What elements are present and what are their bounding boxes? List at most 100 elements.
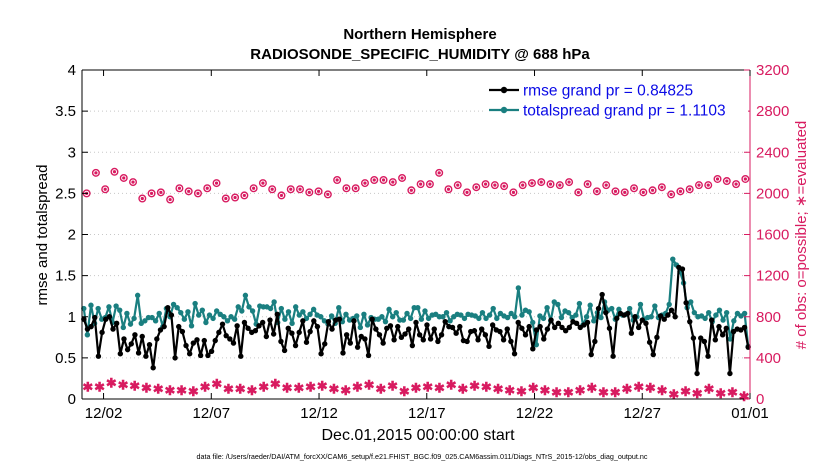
obs-possible-marker [360, 179, 369, 188]
obs-possible-marker-core [372, 178, 376, 182]
series-point [409, 342, 416, 349]
series-point [731, 318, 737, 324]
obs-possible-marker-core [595, 189, 599, 193]
series-point [196, 312, 202, 318]
obs-possible-marker [249, 184, 258, 193]
obs-evaluated-marker: ✱ [176, 383, 187, 398]
obs-possible-marker [203, 184, 212, 193]
series-point [246, 304, 252, 310]
series-point [208, 348, 215, 354]
series-point [440, 314, 446, 320]
series-point [683, 300, 689, 306]
obs-evaluated-marker: ✱ [118, 378, 129, 393]
series-point [270, 331, 277, 337]
series-point [219, 321, 226, 327]
series-point [479, 326, 485, 332]
obs-possible-marker-core [725, 179, 729, 183]
series-point [614, 315, 620, 322]
obs-evaluated-marker: ✱ [364, 378, 375, 393]
obs-possible-marker [509, 188, 518, 197]
obs-possible-marker-core [252, 186, 256, 190]
series-point [165, 305, 171, 311]
series-point [588, 351, 594, 358]
obs-evaluated-series: ✱ ✱ ✱ ✱ ✱ ✱ ✱ ✱ ✱ ✱ ✱ ✱ ✱ ✱ ✱ ✱ ✱ ✱ ✱ ✱ ✱ ✱ ✱ ✱ ✱ ✱ ✱ ✱ ✱ ✱ ✱ ✱ ✱ ✱ ✱ ✱ ✱ ✱ ✱ ✱… [82, 376, 749, 404]
chart-subtitle: RADIOSONDE_SPECIFIC_HUMIDITY @ 688 hPa [250, 46, 590, 63]
obs-possible-marker [129, 178, 138, 187]
series-point [443, 309, 450, 316]
series-point [343, 311, 349, 317]
obs-possible-marker [713, 174, 722, 183]
series-point [124, 310, 130, 317]
obs-evaluated-marker: ✱ [434, 381, 445, 396]
x-axis-label: Dec.01,2015 00:00:00 start [321, 427, 515, 444]
obs-possible-marker [193, 189, 202, 198]
series-point [131, 315, 137, 322]
series-point [457, 323, 463, 330]
series-point [515, 285, 522, 291]
series-point [203, 319, 209, 326]
series-point [285, 325, 291, 331]
obs-possible-marker [518, 181, 527, 190]
series-point [373, 326, 379, 332]
obs-possible-marker [398, 173, 407, 182]
series-point [592, 338, 598, 345]
series-point [357, 324, 364, 331]
obs-evaluated-marker: ✱ [305, 380, 316, 395]
obs-possible-marker [277, 191, 286, 200]
series-point [519, 325, 525, 331]
series-point [234, 323, 240, 329]
obs-possible-marker [147, 189, 156, 198]
series-point [407, 315, 414, 322]
obs-evaluated-marker: ✱ [94, 380, 105, 395]
series-point [438, 332, 445, 338]
obs-possible-marker [156, 188, 165, 197]
series-point [325, 318, 332, 325]
series-point [201, 337, 207, 344]
series-point [230, 340, 237, 346]
y-left-tick-label: 2 [68, 227, 76, 244]
obs-evaluated-marker: ✱ [680, 384, 691, 399]
obs-evaluated-marker: ✱ [340, 383, 351, 398]
obs-possible-marker-core [419, 182, 423, 186]
series-point [483, 315, 489, 322]
series-point [643, 320, 649, 327]
series-point [361, 311, 367, 317]
series-point [555, 320, 562, 327]
series-point [318, 314, 324, 320]
series-point [174, 305, 180, 311]
obs-possible-marker [221, 194, 230, 203]
series-point [558, 314, 565, 321]
obs-possible-marker [574, 188, 583, 197]
obs-evaluated-marker: ✱ [375, 382, 386, 397]
series-point [278, 338, 284, 345]
series-point [530, 319, 536, 326]
x-tick-label: 12/17 [408, 405, 446, 422]
series-point [190, 340, 197, 346]
x-tick-label: 12/27 [623, 405, 661, 422]
obs-evaluated-marker: ✱ [481, 380, 492, 395]
obs-possible-marker-core [400, 176, 404, 180]
series-point [88, 323, 94, 330]
obs-possible-marker-core [149, 191, 154, 195]
series-point [504, 314, 511, 321]
obs-possible-marker [286, 185, 295, 194]
series-point [690, 335, 697, 341]
legend: rmse grand pr = 0.84825 totalspread grand… [486, 78, 748, 120]
series-point [216, 329, 222, 336]
series-point [705, 353, 711, 359]
series-point [143, 353, 149, 359]
obs-possible-marker-core [363, 181, 367, 185]
series-point [176, 323, 182, 330]
series-point [300, 309, 306, 315]
series-point [307, 328, 313, 335]
obs-possible-marker-core [205, 186, 209, 190]
obs-possible-marker [611, 187, 620, 196]
chart-title: Northern Hemisphere [343, 26, 496, 43]
series-point [300, 318, 306, 324]
obs-evaluated-marker: ✱ [246, 383, 257, 398]
series-point [442, 318, 448, 325]
series-point [221, 314, 227, 320]
series-point [135, 350, 142, 356]
obs-evaluated-marker: ✱ [469, 379, 480, 394]
series-point [172, 355, 178, 361]
